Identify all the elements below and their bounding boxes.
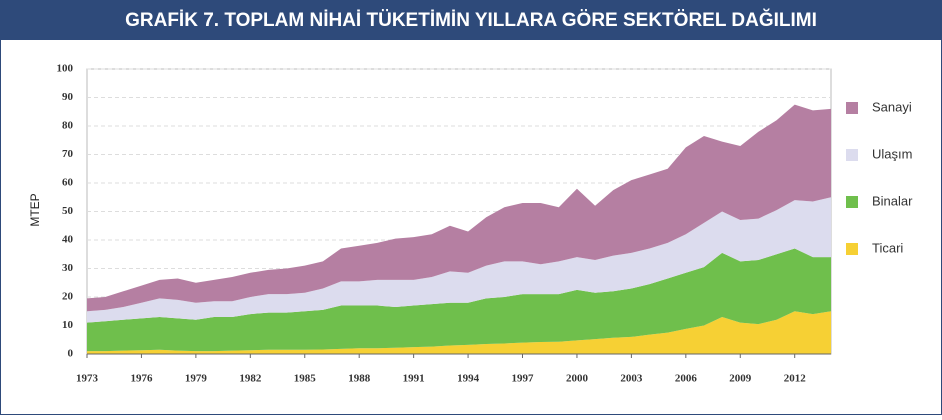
y-tick-label: 0	[68, 348, 74, 360]
x-tick-label: 2006	[675, 373, 698, 385]
x-tick-label: 1976	[130, 373, 153, 385]
y-tick-label: 30	[62, 262, 74, 274]
x-tick-label: 1997	[512, 373, 535, 385]
x-tick-label: 1994	[457, 373, 480, 385]
x-tick-label: 2012	[784, 373, 807, 385]
x-tick-label: 2009	[729, 373, 752, 385]
y-tick-label: 70	[62, 148, 74, 160]
y-tick-label: 10	[62, 319, 74, 331]
x-tick-label: 1982	[239, 373, 262, 385]
legend-swatch	[846, 196, 858, 208]
chart-title: GRAFİK 7. TOPLAM NİHAİ TÜKETİMİN YILLARA…	[125, 9, 817, 31]
legend-label: Ulaşım	[872, 146, 912, 161]
y-tick-label: 100	[57, 63, 74, 75]
y-tick-label: 90	[62, 91, 74, 103]
legend-label: Ticari	[872, 240, 903, 255]
title-banner	[0, 0, 942, 40]
legend-label: Binalar	[872, 193, 913, 208]
y-axis-label: MTEP	[28, 193, 42, 226]
area	[87, 248, 831, 352]
x-tick-label: 1988	[348, 373, 371, 385]
legend-swatch	[846, 102, 858, 114]
x-tick-label: 2003	[620, 373, 643, 385]
x-tick-label: 1985	[294, 373, 317, 385]
area	[87, 104, 831, 312]
y-tick-label: 60	[62, 177, 74, 189]
legend-swatch	[846, 243, 858, 255]
legend-label: Sanayi	[872, 99, 912, 114]
area	[87, 311, 831, 354]
area	[87, 197, 831, 323]
y-tick-label: 80	[62, 120, 74, 132]
y-tick-label: 40	[62, 234, 74, 246]
legend-swatch	[846, 149, 858, 161]
x-tick-label: 1979	[185, 373, 208, 385]
x-tick-label: 2000	[566, 373, 589, 385]
x-tick-label: 1973	[76, 373, 99, 385]
y-tick-label: 20	[62, 291, 74, 303]
x-tick-label: 1991	[403, 373, 425, 385]
y-tick-label: 50	[62, 205, 74, 217]
